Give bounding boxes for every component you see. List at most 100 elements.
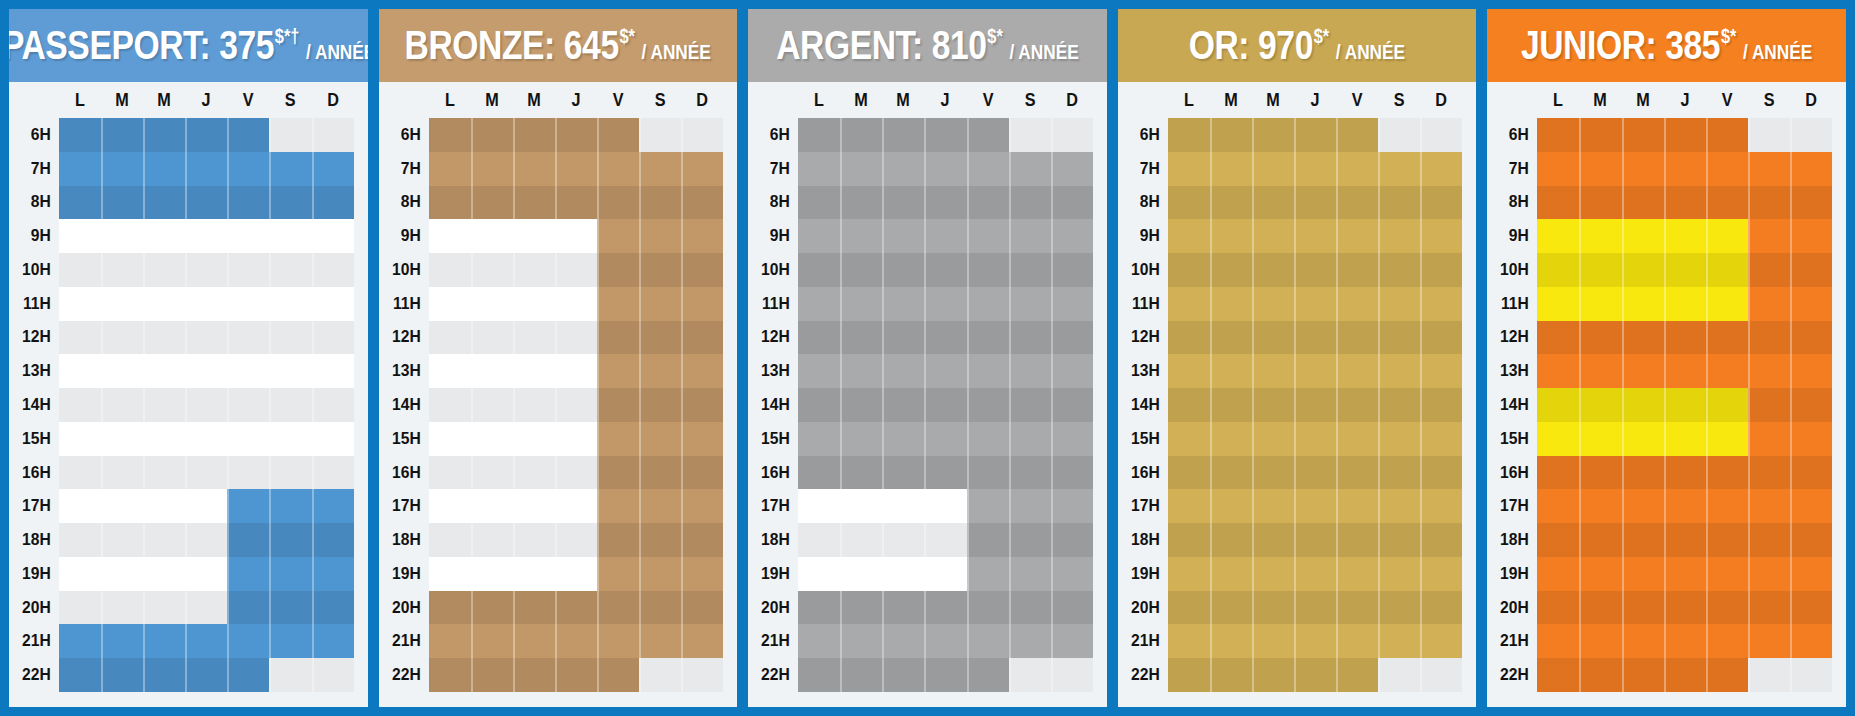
schedule-cell — [513, 118, 555, 152]
schedule-cell — [1706, 152, 1748, 186]
hour-row-18h: 18H — [9, 523, 354, 557]
schedule-cell — [269, 388, 311, 422]
hour-row-15h: 15H — [1487, 422, 1832, 456]
day-label: J — [927, 90, 965, 111]
schedule-cell — [1420, 456, 1462, 490]
hour-label: 15H — [1491, 422, 1537, 456]
schedule-cell — [269, 186, 311, 220]
hour-row-17h: 17H — [9, 489, 354, 523]
hour-row-12h: 12H — [9, 321, 354, 355]
schedule-cell — [1294, 557, 1336, 591]
hour-row-16h: 16H — [379, 456, 724, 490]
schedule-cell — [1168, 624, 1210, 658]
schedule-cell — [513, 456, 555, 490]
schedule-cell — [967, 321, 1009, 355]
schedule-cell — [312, 456, 354, 490]
schedule-cell — [1051, 186, 1093, 220]
schedule-cell — [185, 118, 227, 152]
plan-panel-bronze: BRONZE: 645$*/ ANNÉELMMJVSD6H7H8H9H10H11… — [379, 9, 738, 707]
hour-row-20h: 20H — [379, 591, 724, 625]
hour-row-13h: 13H — [748, 354, 1093, 388]
hour-row-6h: 6H — [748, 118, 1093, 152]
hour-row-21h: 21H — [1487, 624, 1832, 658]
schedule-cell — [1009, 152, 1051, 186]
schedule-cell — [1748, 354, 1790, 388]
schedule-cell — [1748, 591, 1790, 625]
schedule-cell — [59, 152, 101, 186]
schedule-cell — [681, 489, 723, 523]
schedule-cell — [1664, 219, 1706, 253]
schedule-cell — [1537, 118, 1579, 152]
schedule-cell — [924, 591, 966, 625]
schedule-cell — [227, 186, 269, 220]
schedule-cell — [1168, 253, 1210, 287]
schedule-cell — [681, 523, 723, 557]
schedule-cell — [1790, 287, 1832, 321]
hour-label: 22H — [13, 658, 59, 692]
schedule-cell — [1210, 456, 1252, 490]
hour-label: 16H — [752, 456, 798, 490]
schedule-cell — [1009, 388, 1051, 422]
schedule-cell — [312, 219, 354, 253]
schedule-cell — [840, 489, 882, 523]
hour-row-11h: 11H — [1487, 287, 1832, 321]
schedule-cell — [429, 219, 471, 253]
hour-label: 10H — [1122, 253, 1168, 287]
schedule-cell — [59, 321, 101, 355]
schedule-cell — [429, 624, 471, 658]
hour-row-21h: 21H — [379, 624, 724, 658]
schedule-cell — [1537, 321, 1579, 355]
schedule-cell — [1622, 118, 1664, 152]
schedule-cell — [1051, 118, 1093, 152]
schedule-cell — [269, 489, 311, 523]
schedule-cell — [1294, 489, 1336, 523]
schedule-cell — [1294, 253, 1336, 287]
schedule-cell — [1622, 354, 1664, 388]
price-superscript: $*† — [275, 25, 300, 48]
schedule-cell — [513, 321, 555, 355]
schedule-cell — [143, 388, 185, 422]
hour-label: 6H — [13, 118, 59, 152]
schedule-cell — [1294, 422, 1336, 456]
schedule-cell — [1168, 321, 1210, 355]
schedule-cell — [1336, 591, 1378, 625]
day-label: M — [1212, 90, 1250, 111]
hour-label: 21H — [383, 624, 429, 658]
schedule-cell — [227, 591, 269, 625]
schedule-cell — [1294, 287, 1336, 321]
schedule-cell — [1294, 624, 1336, 658]
hour-row-14h: 14H — [1487, 388, 1832, 422]
hour-row-13h: 13H — [1487, 354, 1832, 388]
schedule-cell — [513, 287, 555, 321]
schedule-cell — [143, 219, 185, 253]
schedule-cell — [1336, 219, 1378, 253]
hour-row-22h: 22H — [748, 658, 1093, 692]
price-superscript: $* — [987, 25, 1003, 48]
schedule-cell — [513, 624, 555, 658]
schedule-cell — [471, 253, 513, 287]
schedule-cell — [513, 388, 555, 422]
schedule-cell — [185, 186, 227, 220]
schedule-cell — [840, 422, 882, 456]
schedule-cell — [555, 523, 597, 557]
schedule-cell — [597, 321, 639, 355]
schedule-cell — [1579, 287, 1621, 321]
day-label: M — [884, 90, 922, 111]
schedule-cell — [513, 658, 555, 692]
schedule-cell — [924, 388, 966, 422]
hour-row-18h: 18H — [379, 523, 724, 557]
hour-label: 11H — [752, 287, 798, 321]
schedule-cell — [1579, 557, 1621, 591]
schedule-cell — [555, 557, 597, 591]
schedule-cell — [1706, 523, 1748, 557]
schedule-cell — [1378, 456, 1420, 490]
schedule-cell — [882, 186, 924, 220]
schedule-cell — [101, 186, 143, 220]
day-label: L — [431, 90, 469, 111]
schedule-cell — [597, 489, 639, 523]
schedule-cell — [1252, 456, 1294, 490]
schedule-cell — [840, 557, 882, 591]
day-label: D — [1053, 90, 1091, 111]
schedule-cell — [1252, 658, 1294, 692]
schedule-cell — [143, 523, 185, 557]
